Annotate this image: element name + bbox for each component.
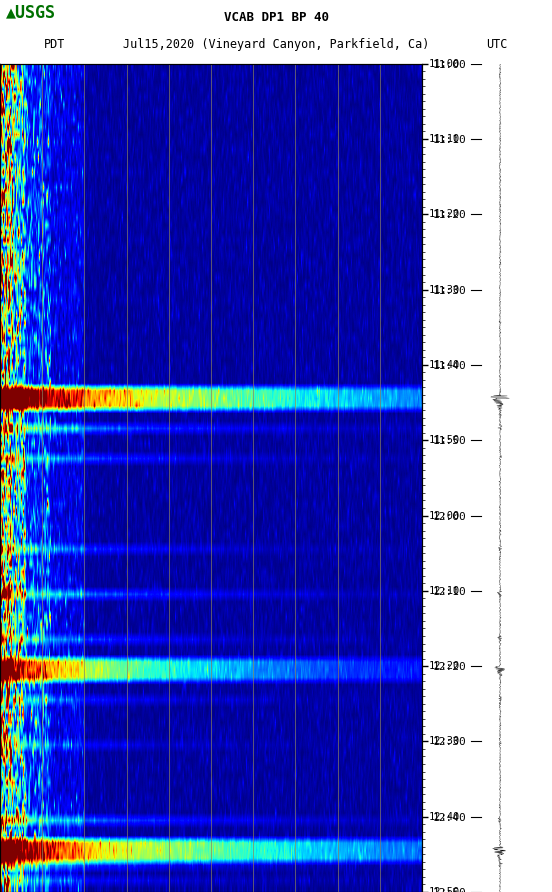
Text: 11:10: 11:10: [428, 134, 460, 144]
Text: 12:50: 12:50: [428, 887, 460, 892]
Text: ▲USGS: ▲USGS: [6, 4, 56, 21]
Text: 11:20: 11:20: [428, 210, 460, 219]
Text: 11:00: 11:00: [428, 59, 460, 69]
Text: 11:40: 11:40: [428, 359, 460, 370]
Text: VCAB DP1 BP 40: VCAB DP1 BP 40: [224, 12, 328, 24]
Text: 12:30: 12:30: [428, 737, 460, 747]
Text: UTC: UTC: [486, 38, 507, 51]
Text: 12:10: 12:10: [428, 586, 460, 596]
Text: 12:40: 12:40: [428, 812, 460, 822]
Text: Jul15,2020 (Vineyard Canyon, Parkfield, Ca): Jul15,2020 (Vineyard Canyon, Parkfield, …: [123, 38, 429, 51]
Text: 11:50: 11:50: [428, 435, 460, 445]
Text: 11:30: 11:30: [428, 285, 460, 294]
Text: 12:00: 12:00: [428, 510, 460, 521]
Text: 12:20: 12:20: [428, 661, 460, 671]
Text: PDT: PDT: [44, 38, 66, 51]
